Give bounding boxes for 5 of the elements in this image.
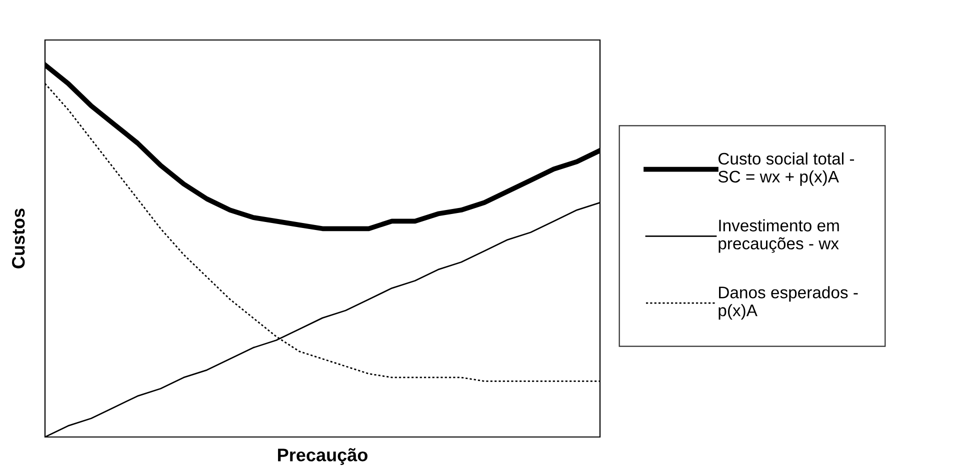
y-axis-title: Custos [12,208,25,268]
legend-label: Custo social total - SC = wx + p(x)A [718,152,854,186]
legend-label: Investimento em precauções - wx [718,219,839,253]
x-axis-title: Precaução [278,448,368,465]
legend-label: Danos esperados - p(x)A [718,286,858,320]
